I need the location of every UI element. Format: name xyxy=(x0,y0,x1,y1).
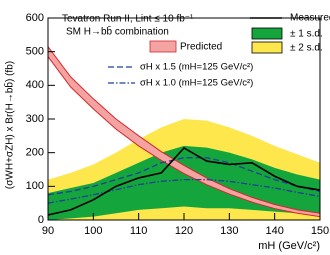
plot-area xyxy=(48,45,320,220)
legend-label: ± 1 s.d. xyxy=(290,29,323,40)
chart-subtitle: SM H→bb̄ combination xyxy=(66,25,169,38)
chart-title: Tevatron Run II, Lint ≤ 10 fb⁻¹ xyxy=(62,14,194,25)
legend-swatch xyxy=(251,27,283,40)
x-tick-label: 140 xyxy=(265,225,283,237)
y-tick-label: 500 xyxy=(26,46,44,58)
legend-swatch xyxy=(149,40,177,53)
line xyxy=(48,157,320,196)
y-tick-label: 0 xyxy=(38,214,44,226)
x-tick-label: 100 xyxy=(84,225,102,237)
legend-label: Predicted xyxy=(180,42,222,53)
legend-label: Measured xyxy=(290,13,330,24)
legend-label: σH x 1.5 (mH=125 GeV/c²) xyxy=(140,62,253,73)
y-tick-label: 600 xyxy=(26,12,44,24)
y-axis-label: (σWH+σZH) x Br(H→bb̄) (fb) xyxy=(3,61,16,189)
band xyxy=(48,45,320,218)
x-tick-label: 120 xyxy=(175,225,193,237)
y-tick-label: 200 xyxy=(26,147,44,159)
y-tick-label: 300 xyxy=(26,113,44,125)
y-tick-label: 100 xyxy=(26,180,44,192)
x-tick-label: 110 xyxy=(130,225,148,237)
line xyxy=(48,146,320,216)
y-tick-label: 400 xyxy=(26,79,44,91)
line xyxy=(48,178,320,204)
x-tick-label: 150 xyxy=(311,225,329,237)
x-axis-label: mH (GeV/c²) xyxy=(258,240,320,252)
legend-swatch xyxy=(251,41,283,54)
x-tick-label: 130 xyxy=(220,225,238,237)
x-tick-label: 90 xyxy=(42,225,54,237)
legend-label: ± 2 s.d. xyxy=(290,43,323,54)
legend-label: σH x 1.0 (mH=125 GeV/c²) xyxy=(140,78,253,89)
